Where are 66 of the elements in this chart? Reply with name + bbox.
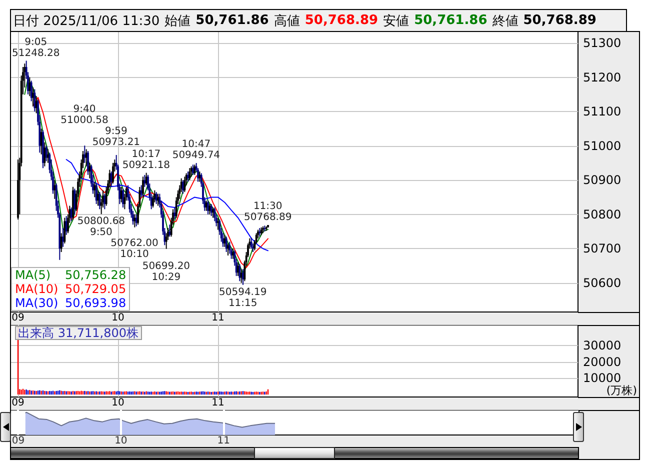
candlestick [144,174,146,188]
x-tick-label: 11 [217,436,230,446]
annotation: 9:05 51248.28 [12,36,60,59]
candlestick [87,150,89,176]
annotation: 11:30 50768.89 [244,200,292,223]
candlestick [104,193,106,210]
text: MA(30) 50,693.98 [15,296,126,310]
y-tick-label: 20000 [583,354,622,369]
candlestick [174,206,176,220]
y-tick-label: 50600 [583,276,622,290]
candlestick [95,182,98,205]
candlestick [28,76,31,97]
annotation: 50699.20 10:29 [142,260,190,283]
text: MA(10) 50,729.05 [15,282,126,296]
text: 50,761.86 [196,13,269,28]
annotation: 10:47 50949.74 [172,139,220,162]
candlestick [122,188,124,208]
x-tick-label: 09 [12,398,24,408]
annotation: 50800.68 9:50 [77,216,126,238]
y-tick-label: 10000 [583,371,622,386]
x-tick-label: 11 [212,398,224,408]
candlestick [194,164,196,176]
candlestick [152,194,154,208]
x-tick-label: 11 [212,312,224,324]
category-label: 高値 [274,12,300,30]
candlestick [168,224,171,238]
x-tick-label: 10 [112,398,124,408]
annotation: 9:40 51000.58 [60,104,108,126]
y-tick-label: 50700 [583,242,622,256]
candlestick [217,217,219,230]
candlestick [17,159,19,220]
text: 50,768.89 [304,13,378,28]
chart-title: 出来高 31,711,800株 [18,326,139,340]
candlestick [88,162,91,179]
annotation: 50594.19 11:15 [219,286,267,309]
candlestick [112,162,114,184]
annotation: 50762.00 10:10 [110,238,158,260]
x-tick-label: 09 [12,436,25,446]
x-tick-label: 10 [112,312,124,324]
category-label: 安値 [383,12,410,30]
candlestick [54,180,56,200]
candlestick [208,204,211,215]
category-label: 終値 [492,12,518,30]
y-tick-label: 50900 [583,173,622,188]
x-tick-label: 10 [114,436,128,446]
text: 50,761.86 [414,13,488,28]
candlestick [198,171,201,182]
x-tick-label: 09 [12,312,24,324]
y-tick-label: 30000 [583,338,622,353]
annotation: 9:59 50973.21 [92,126,140,148]
annotation: 10:17 50921.18 [122,148,170,171]
y-tick-label: 51300 [583,36,622,50]
candlestick [184,176,186,193]
y-tick-label: 51100 [583,104,622,119]
candlestick [225,236,228,253]
text: 日付 2025/11/06 11:30 [13,12,160,30]
category-label: 始値 [164,12,191,30]
candlestick [224,234,226,248]
text: MA(5) 50,756.28 [15,268,126,282]
y-tick-label: 51200 [583,70,622,84]
text: 50,768.89 [523,13,596,28]
candlestick [94,181,96,198]
y-tick-label: 51000 [583,138,622,153]
y-tick-label: 50800 [583,207,622,222]
y-axis-title: (万株) [606,384,638,397]
candlestick [188,168,191,181]
